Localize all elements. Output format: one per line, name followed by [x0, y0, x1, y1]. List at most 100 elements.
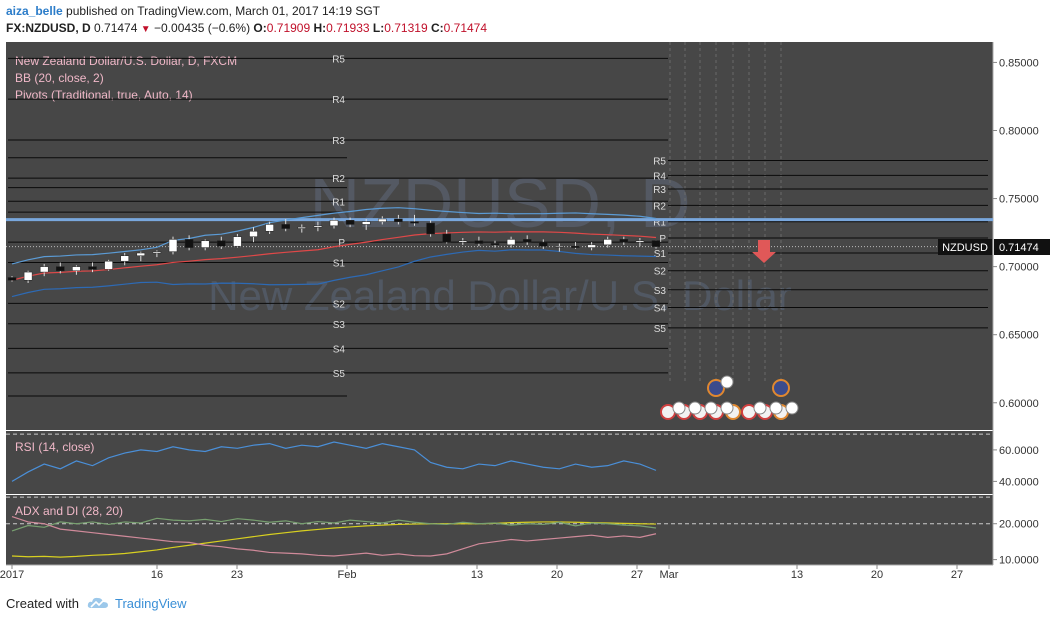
grid-layer [669, 42, 782, 382]
price-tick-label: 0.70000 [999, 262, 1039, 274]
pivots-legend: Pivots (Traditional, true, Auto, 14) [15, 88, 193, 102]
pivot-label-right: R5 [653, 156, 666, 167]
price-change: −0.00435 (−0.6%) [154, 21, 251, 35]
candle-body [361, 221, 371, 225]
pivot-label-right: R4 [653, 171, 666, 182]
tradingview-link[interactable]: TradingView [114, 595, 187, 611]
bb-upper-line [11, 207, 657, 265]
candle-body [410, 221, 419, 224]
candle-body [506, 239, 516, 246]
event-marker[interactable] [720, 401, 734, 415]
created-with-text: Created with [6, 595, 79, 611]
candle-body [442, 233, 451, 243]
close-label: C: [430, 21, 444, 35]
pivot-label-left: S4 [333, 344, 346, 355]
bb-lower-line [11, 249, 657, 298]
high-label: H: [313, 21, 327, 35]
candle-body [136, 252, 146, 256]
candle-body [217, 240, 226, 247]
pivot-label-left: R4 [332, 95, 345, 106]
time-tick-label: 13 [471, 569, 483, 581]
rsi-tick-label: 40.0000 [999, 476, 1039, 488]
candle-body [490, 243, 500, 246]
event-marker[interactable] [707, 379, 725, 397]
high-value: 0.71933 [326, 21, 370, 35]
candle-body [265, 224, 274, 232]
main-pane-bg [6, 42, 993, 430]
event-marker[interactable] [688, 401, 702, 415]
event-marker[interactable] [772, 379, 790, 397]
candle-body [72, 266, 81, 271]
event-marker[interactable] [785, 401, 799, 415]
bb-middle-line [11, 231, 657, 281]
adx-series-line [11, 521, 657, 558]
open-value: 0.71909 [266, 21, 311, 35]
candle-body [233, 236, 242, 247]
chart-header: aiza_belle published on TradingView.com,… [6, 3, 1046, 39]
candle-body [474, 240, 484, 244]
published-text: published on TradingView.com, March 01, … [66, 4, 381, 18]
rsi-title: RSI (14, close) [15, 440, 94, 454]
pivot-label-right: S1 [654, 249, 667, 260]
adx-series-line [11, 515, 657, 557]
candle-body [394, 218, 403, 222]
candle-body [522, 239, 532, 243]
pivot-label-right: S2 [654, 267, 667, 278]
event-marker[interactable] [672, 401, 686, 415]
candle-body [378, 218, 387, 222]
price-badge-value-bg [994, 239, 1050, 255]
candle-body [184, 239, 194, 248]
time-tick-label: Feb [338, 569, 357, 581]
price-tick-label: 0.65000 [999, 330, 1039, 342]
candle-body [200, 240, 210, 248]
event-marker[interactable] [769, 401, 783, 415]
watermark-symbol: NZDUSD, D [309, 164, 690, 242]
time-tick-label: 23 [231, 569, 243, 581]
price-axis-bg [993, 42, 1050, 565]
pivot-label-right: R2 [653, 201, 666, 212]
pivot-label-right: S5 [654, 324, 667, 335]
pivot-label-left: R5 [332, 54, 345, 65]
candle-body [651, 240, 661, 247]
adx-tick-label: 10.0000 [999, 555, 1039, 567]
time-tick-label: 20 [551, 569, 563, 581]
bollinger-layer [11, 207, 657, 298]
down-arrow-icon: ▼ [140, 24, 151, 35]
author-link[interactable]: aiza_belle [6, 4, 63, 18]
candle-body [249, 230, 258, 237]
price-tick-label: 0.60000 [999, 398, 1039, 410]
candle-body [539, 241, 548, 247]
pivot-label-left: S3 [333, 320, 346, 331]
chart-title: New Zealand Dollar/U.S. Dollar, D, FXCM [15, 54, 237, 68]
candle-layer[interactable] [7, 214, 661, 283]
adx-pane-bg [6, 495, 993, 565]
time-tick-label: Mar [660, 569, 679, 581]
economic-events[interactable] [660, 375, 799, 420]
candle-body [345, 220, 355, 225]
pivot-label-left: P [338, 238, 345, 249]
candle-body [297, 226, 307, 229]
candle-body [120, 255, 129, 262]
last-price: 0.71474 [94, 21, 138, 35]
candle-body [619, 239, 629, 243]
event-marker[interactable] [753, 401, 767, 415]
candle-body [458, 240, 468, 243]
price-tick-label: 0.80000 [999, 125, 1039, 137]
tradingview-logo-icon[interactable] [87, 596, 109, 610]
close-value: 0.71474 [443, 21, 488, 35]
pivot-label-right: S3 [654, 286, 667, 297]
chart-canvas[interactable]: NZDUSD, D New Zealand Dollar/U.S. Dollar… [0, 42, 1050, 582]
candle-body [23, 271, 33, 281]
candle-body [281, 224, 290, 229]
candle-body [635, 240, 645, 243]
candle-body [152, 251, 162, 254]
candle-body [88, 266, 97, 270]
candle-body [426, 222, 435, 235]
pivot-label-right: S4 [654, 303, 667, 314]
ohlc-line: FX:NZDUSD, D 0.71474 ▼ −0.00435 (−0.6%) … [6, 20, 1046, 37]
event-marker[interactable] [720, 375, 734, 389]
bb-legend: BB (20, close, 2) [15, 71, 104, 85]
adx-series-line [11, 517, 657, 532]
event-marker[interactable] [704, 401, 718, 415]
publish-line: aiza_belle published on TradingView.com,… [6, 3, 1046, 20]
